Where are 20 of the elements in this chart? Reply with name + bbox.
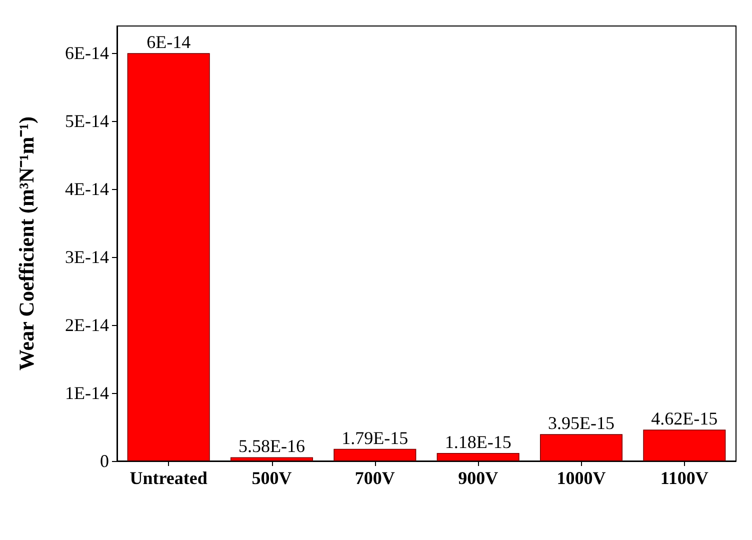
data-label: 4.62E-15 <box>651 408 718 429</box>
y-tick-label: 0 <box>100 451 109 471</box>
y-tick-label: 5E-14 <box>65 111 109 132</box>
y-axis-title: Wear Coefficient (m³N⁻¹m⁻¹) <box>14 116 38 371</box>
y-tick-label: 1E-14 <box>65 383 109 404</box>
data-label: 3.95E-15 <box>548 413 614 434</box>
y-tick-label: 4E-14 <box>65 179 109 200</box>
data-label: 6E-14 <box>146 32 191 52</box>
x-tick-label: 900V <box>458 468 498 488</box>
y-tick-label: 3E-14 <box>65 247 109 268</box>
x-tick-label: 700V <box>354 468 395 488</box>
data-label: 1.79E-15 <box>342 428 408 448</box>
x-tick-label: 1000V <box>556 468 606 488</box>
x-tick-label: Untreated <box>130 468 208 488</box>
x-tick-label: 1100V <box>660 468 708 488</box>
y-tick-label: 2E-14 <box>65 315 109 336</box>
y-tick-label: 6E-14 <box>65 43 109 64</box>
data-label: 1.18E-15 <box>444 432 512 452</box>
data-label: 5.58E-16 <box>238 436 305 456</box>
x-tick-label: 500V <box>252 468 292 488</box>
